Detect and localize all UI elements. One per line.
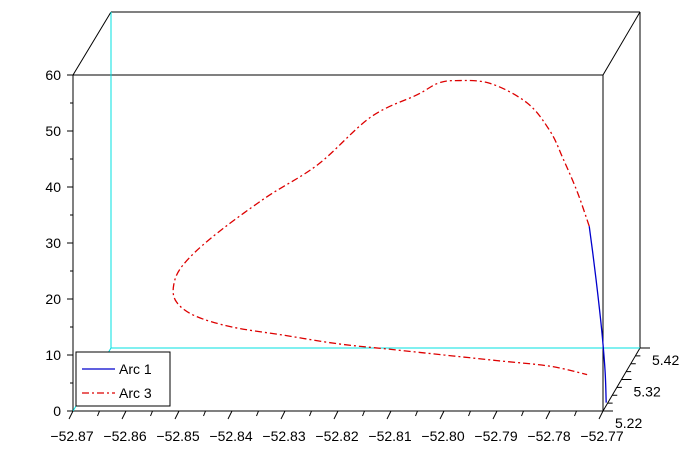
y-tick-label: 5.42	[652, 352, 679, 368]
x-minor-tick	[362, 410, 365, 417]
x-tick-label: −52.82	[315, 428, 358, 444]
x-minor-tick	[468, 410, 471, 417]
back-edges	[72, 12, 640, 412]
legend-label-arc-1: Arc 1	[119, 361, 152, 377]
x-tick	[227, 410, 233, 420]
x-minor-tick	[150, 410, 153, 417]
x-minor-tick	[415, 410, 418, 417]
x-tick	[280, 410, 286, 420]
x-minor-tick	[521, 410, 524, 417]
x-tick-label: −52.85	[156, 428, 199, 444]
y-tick-label: 5.32	[634, 384, 661, 400]
x-tick-label: −52.87	[50, 428, 93, 444]
x-tick	[68, 410, 74, 420]
x-tick	[492, 410, 498, 420]
x-tick	[121, 410, 127, 420]
x-minor-tick	[309, 410, 312, 417]
x-tick-label: −52.81	[368, 428, 411, 444]
x-tick	[174, 410, 180, 420]
z-tick-label: 40	[45, 179, 61, 195]
series-line-arc-1	[588, 226, 607, 403]
x-minor-tick	[97, 410, 100, 417]
x-tick-label: −52.84	[209, 428, 252, 444]
legend-label-arc-3: Arc 3	[119, 385, 152, 401]
x-tick	[439, 410, 445, 420]
x-tick	[333, 410, 339, 420]
x-tick-label: −52.80	[421, 428, 464, 444]
x-minor-tick	[203, 410, 206, 417]
x-tick	[386, 410, 392, 420]
x-tick-label: −52.83	[262, 428, 305, 444]
x-tick-label: −52.79	[474, 428, 517, 444]
legend: Arc 1 Arc 3	[75, 351, 171, 407]
box-edge	[72, 11, 112, 76]
x-tick-label: −52.78	[527, 428, 570, 444]
series-group	[172, 79, 607, 403]
z-tick-label: 60	[45, 67, 61, 83]
y-tick-label: 5.22	[615, 415, 642, 431]
z-tick-label: 30	[45, 235, 61, 251]
z-tick-label: 10	[45, 347, 61, 363]
box-edge	[602, 11, 641, 76]
x-minor-tick	[574, 410, 577, 417]
z-tick-label: 20	[45, 291, 61, 307]
series-line-arc-3	[172, 79, 590, 376]
x-tick-label: −52.86	[103, 428, 146, 444]
axes: 0 10 20 30 40 50 60 −52.87 −52.86 −52.85 −52.84 −52…	[45, 67, 679, 444]
z-tick-label: 50	[45, 123, 61, 139]
x-tick-label: −52.77	[580, 428, 623, 444]
legend-frame	[75, 351, 171, 407]
x-tick	[598, 410, 604, 420]
z-tick-label: 0	[53, 403, 61, 419]
x-tick	[545, 410, 551, 420]
x-minor-tick	[256, 410, 259, 417]
plot-box	[72, 11, 641, 412]
